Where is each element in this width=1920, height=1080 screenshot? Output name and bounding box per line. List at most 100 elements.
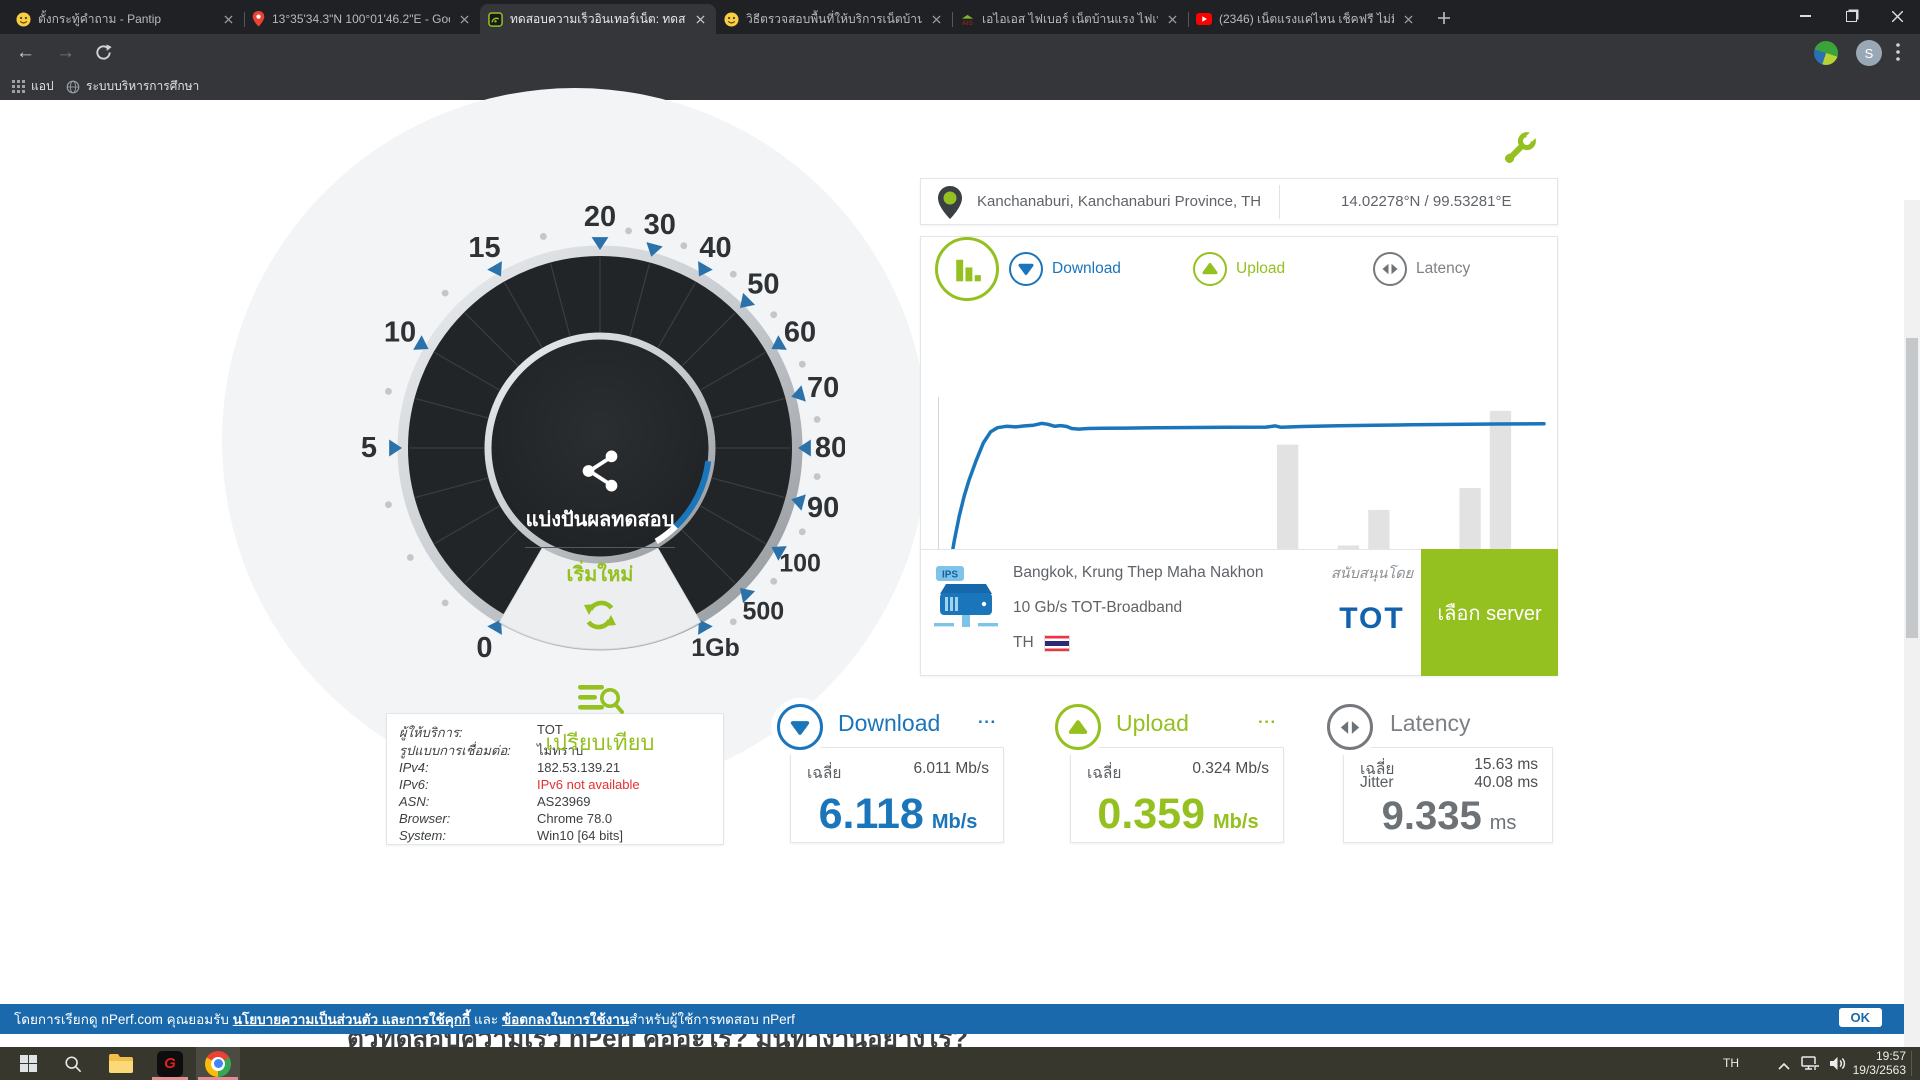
- tray-chevron-up-icon[interactable]: [1777, 1058, 1791, 1076]
- taskbar-search-button[interactable]: [53, 1047, 93, 1080]
- latency-value: 9.335ms: [1344, 794, 1554, 839]
- info-row-asn: ASN:AS23969: [399, 794, 429, 809]
- info-row-system: System:Win10 [64 bits]: [399, 828, 446, 843]
- tab-ais[interactable]: AIS เอไอเอส ไฟเบอร์ เน็ตบ้านแรง ไฟเบอร์อ: [952, 4, 1188, 34]
- browser-tab-bar: ตั้งกระทู้คำถาม - Pantip 13°35'34.3"N 10…: [0, 0, 1920, 34]
- upload-card-body: เฉลี่ย0.324 Mb/s 0.359Mb/s: [1070, 747, 1284, 843]
- tab-title: (2346) เน็ตแรงแค่ไหน เช็คฟรี ไม่มีโฆ: [1219, 10, 1394, 29]
- scrollbar-thumb[interactable]: [1906, 338, 1918, 638]
- apps-grid-icon: [12, 80, 25, 93]
- idm-extension-icon[interactable]: [1814, 41, 1838, 65]
- file-explorer-button[interactable]: [101, 1047, 141, 1080]
- window-maximize-button[interactable]: [1828, 0, 1874, 32]
- page-scrollbar[interactable]: [1904, 200, 1920, 1080]
- tab-pantip-2[interactable]: วิธีตรวจสอบพื้นที่ให้บริการเน็ตบ้าน - P: [716, 4, 952, 34]
- location-divider: [1279, 185, 1280, 219]
- chart-type-icon[interactable]: [935, 237, 999, 301]
- location-coords: 14.02278°N / 99.53281°E: [1341, 193, 1511, 210]
- upload-average-row: เฉลี่ย0.324 Mb/s: [1087, 760, 1269, 785]
- chart-tab-download[interactable]: Download: [1009, 252, 1121, 286]
- download-value: 6.118Mb/s: [791, 790, 1005, 839]
- window-close-button[interactable]: [1874, 0, 1920, 32]
- svg-text:0: 0: [476, 632, 492, 664]
- server-bandwidth: 10 Gb/s TOT-Broadband: [1013, 599, 1182, 617]
- tab-youtube[interactable]: (2346) เน็ตแรงแค่ไหน เช็คฟรี ไม่มีโฆ: [1188, 4, 1424, 34]
- choose-server-label: เลือก server: [1437, 597, 1541, 629]
- svg-text:30: 30: [644, 209, 676, 241]
- back-button[interactable]: ←: [16, 43, 35, 62]
- info-row-connection-type: รูปแบบการเชื่อมต่อ:ไม่ทราบ: [399, 740, 511, 761]
- svg-text:40: 40: [699, 232, 731, 264]
- server-country-code: TH: [1013, 634, 1034, 652]
- cookie-ok-button[interactable]: OK: [1839, 1008, 1883, 1027]
- tray-network-icon[interactable]: [1801, 1056, 1820, 1077]
- avatar-letter: S: [1865, 46, 1874, 61]
- privacy-policy-link[interactable]: นโยบายความเป็นส่วนตัว และการใช้คุกกี้: [233, 1012, 470, 1027]
- tab-close-icon[interactable]: [929, 12, 944, 27]
- tray-language[interactable]: TH: [1723, 1056, 1739, 1070]
- download-average-row: เฉลี่ย6.011 Mb/s: [807, 760, 989, 785]
- download-card-body: เฉลี่ย6.011 Mb/s 6.118Mb/s: [790, 747, 1004, 843]
- server-city: Bangkok, Krung Thep Maha Nakhon: [1013, 564, 1263, 582]
- desktop-screen: ตั้งกระทู้คำถาม - Pantip 13°35'34.3"N 10…: [0, 0, 1920, 1080]
- forward-button[interactable]: →: [56, 43, 75, 62]
- svg-text:70: 70: [807, 372, 839, 404]
- info-row-ipv6: IPv6:IPv6 not available: [399, 777, 429, 792]
- tab-google-maps[interactable]: 13°35'34.3"N 100°01'46.2"E - Goo: [244, 4, 480, 34]
- choose-server-button[interactable]: เลือก server: [1421, 549, 1558, 676]
- start-button[interactable]: [8, 1047, 48, 1080]
- tab-title: ตั้งกระทู้คำถาม - Pantip: [38, 10, 214, 29]
- tab-pantip-1[interactable]: ตั้งกระทู้คำถาม - Pantip: [8, 4, 244, 34]
- youtube-favicon: [1196, 13, 1212, 25]
- wrench-settings-icon[interactable]: [1494, 128, 1540, 179]
- nperf-favicon: [488, 12, 503, 27]
- window-minimize-button[interactable]: [1782, 0, 1828, 32]
- tab-close-icon[interactable]: [693, 12, 708, 27]
- browser-menu-icon[interactable]: [1896, 42, 1900, 67]
- terms-link[interactable]: ข้อตกลงในการใช้งาน: [502, 1012, 629, 1027]
- tray-clock[interactable]: 19:57 19/3/2563: [1852, 1049, 1906, 1077]
- latency-card-body: เฉลี่ย15.63 ms Jitter40.08 ms 9.335ms: [1343, 747, 1553, 843]
- share-icon[interactable]: [577, 448, 623, 494]
- restart-icon[interactable]: [495, 595, 705, 640]
- bookmark-edu-system[interactable]: ระบบบริหารการศึกษา: [66, 77, 199, 96]
- download-icon: [777, 704, 823, 750]
- tab-close-icon[interactable]: [457, 12, 472, 27]
- tab-close-icon[interactable]: [1165, 12, 1180, 27]
- cookie-banner: โดยการเรียกดู nPerf.com คุณยอมรับ นโยบาย…: [0, 1004, 1904, 1034]
- reload-button[interactable]: [94, 43, 113, 67]
- svg-text:10: 10: [384, 317, 416, 349]
- garena-app-button[interactable]: G: [150, 1047, 190, 1080]
- tab-close-icon[interactable]: [221, 12, 236, 27]
- gauge-center: แบ่งปันผลทดสอบ เริ่มใหม่: [495, 448, 705, 640]
- chrome-app-button[interactable]: [196, 1047, 240, 1080]
- browser-toolbar: ← → nperf.com/th/ S: [0, 34, 1920, 72]
- share-results-button[interactable]: แบ่งปันผลทดสอบ: [495, 503, 705, 535]
- svg-text:500: 500: [742, 597, 784, 625]
- svg-text:20: 20: [584, 203, 616, 233]
- upload-value: 0.359Mb/s: [1071, 790, 1285, 839]
- info-row-ipv4: IPv4:182.53.139.21: [399, 760, 429, 775]
- restart-button[interactable]: เริ่มใหม่: [495, 558, 705, 590]
- bookmarks-bar: แอป ระบบบริหารการศึกษา: [0, 72, 1920, 100]
- chart-tab-upload[interactable]: Upload: [1193, 252, 1285, 286]
- svg-text:80: 80: [815, 432, 845, 464]
- thai-flag-icon: [1044, 635, 1070, 652]
- upload-menu[interactable]: ...: [1258, 708, 1277, 728]
- chart-tab-latency[interactable]: Latency: [1373, 252, 1470, 286]
- compare-label: เปรียบเทียบ: [500, 725, 700, 760]
- chart-tab-label: Latency: [1416, 260, 1470, 278]
- svg-text:100: 100: [779, 550, 821, 578]
- svg-text:60: 60: [784, 317, 816, 349]
- profile-avatar[interactable]: S: [1856, 40, 1882, 66]
- tab-title: เอไอเอส ไฟเบอร์ เน็ตบ้านแรง ไฟเบอร์อ: [982, 10, 1158, 29]
- tab-close-icon[interactable]: [1401, 12, 1416, 27]
- download-menu[interactable]: ...: [978, 708, 997, 728]
- tab-nperf-active[interactable]: ทดสอบความเร็วอินเทอร์เน็ต: ทดสอบกา: [480, 4, 716, 34]
- bookmark-label: ระบบบริหารการศึกษา: [86, 77, 199, 96]
- bookmark-apps[interactable]: แอป: [12, 77, 54, 96]
- tray-volume-icon[interactable]: [1829, 1056, 1847, 1076]
- new-tab-button[interactable]: [1436, 10, 1452, 31]
- tab-title: ทดสอบความเร็วอินเทอร์เน็ต: ทดสอบกา: [510, 10, 686, 29]
- compare-button[interactable]: เปรียบเทียบ: [500, 684, 700, 760]
